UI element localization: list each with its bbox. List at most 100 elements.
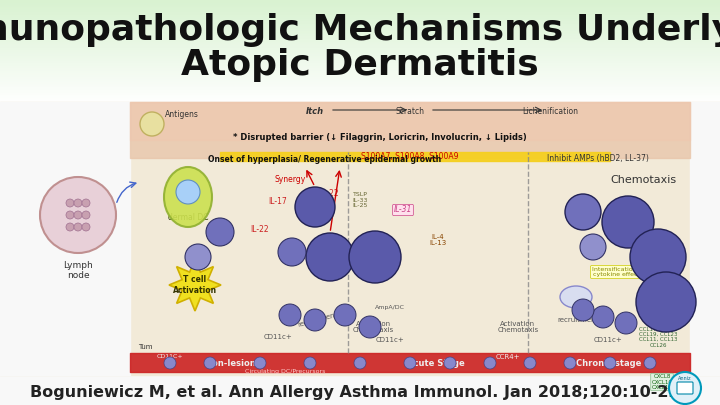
Text: LC: LC <box>147 119 157 128</box>
Text: Th1: Th1 <box>284 247 300 256</box>
Circle shape <box>66 199 74 207</box>
Text: IL-17: IL-17 <box>269 198 287 207</box>
Text: TSLP
IL-33
IL-25: TSLP IL-33 IL-25 <box>352 192 368 208</box>
Circle shape <box>66 211 74 219</box>
Ellipse shape <box>560 286 592 308</box>
Circle shape <box>592 306 614 328</box>
Circle shape <box>185 244 211 270</box>
Text: AmpA/DC: AmpA/DC <box>375 305 405 309</box>
Text: Chronic stage: Chronic stage <box>576 358 642 367</box>
Text: Acute Stage: Acute Stage <box>407 358 465 367</box>
Circle shape <box>359 316 381 338</box>
Text: Th22: Th22 <box>642 252 674 262</box>
Text: Synergy: Synergy <box>274 175 305 185</box>
Text: Th1: Th1 <box>598 315 608 320</box>
Text: Tum: Tum <box>138 344 152 350</box>
Circle shape <box>604 357 616 369</box>
Text: CCL17, CCL18
CCL19, CCL23
CCL11, CCL13
CCL26: CCL17, CCL18 CCL19, CCL23 CCL11, CCL13 C… <box>639 326 678 347</box>
Circle shape <box>444 357 456 369</box>
Text: Non-lesional: Non-lesional <box>205 358 265 367</box>
Polygon shape <box>169 259 221 311</box>
Text: Onset of hyperplasia/ Regenerative epidermal growth: Onset of hyperplasia/ Regenerative epide… <box>208 154 441 164</box>
Text: CD11c+: CD11c+ <box>376 337 405 343</box>
Circle shape <box>602 196 654 248</box>
Circle shape <box>334 304 356 326</box>
Text: CD11c+: CD11c+ <box>593 337 622 343</box>
Text: Immunopathologic Mechanisms Underlying: Immunopathologic Mechanisms Underlying <box>0 13 720 47</box>
Text: Itch: Itch <box>306 107 324 116</box>
Circle shape <box>74 199 82 207</box>
Circle shape <box>279 304 301 326</box>
Circle shape <box>206 218 234 246</box>
Circle shape <box>82 223 90 231</box>
Circle shape <box>564 357 576 369</box>
Circle shape <box>615 312 637 334</box>
Text: Th17: Th17 <box>570 207 597 217</box>
Circle shape <box>254 357 266 369</box>
Circle shape <box>74 223 82 231</box>
Text: Th22: Th22 <box>315 252 346 262</box>
Circle shape <box>164 357 176 369</box>
Text: IL-22: IL-22 <box>320 190 339 198</box>
Circle shape <box>354 357 366 369</box>
Circle shape <box>295 187 335 227</box>
Text: Lymph
node: Lymph node <box>63 261 93 280</box>
Circle shape <box>636 272 696 332</box>
Text: Th17: Th17 <box>302 202 328 212</box>
Text: T cell
Activation: T cell Activation <box>173 275 217 295</box>
Text: Activation
Chemotaxis: Activation Chemotaxis <box>498 321 539 333</box>
Text: Anniz: Anniz <box>678 375 692 381</box>
Circle shape <box>204 357 216 369</box>
Circle shape <box>306 233 354 281</box>
Circle shape <box>82 199 90 207</box>
Text: IL-22: IL-22 <box>251 226 269 234</box>
Circle shape <box>304 357 316 369</box>
Text: Th1: Th1 <box>585 244 600 250</box>
Circle shape <box>278 238 306 266</box>
Circle shape <box>630 229 686 285</box>
Text: Atopic Dermatitis: Atopic Dermatitis <box>181 48 539 82</box>
Text: Activation
Chemotaxis: Activation Chemotaxis <box>352 321 394 333</box>
Text: Th2: Th2 <box>212 228 228 237</box>
Text: * Disrupted barrier (↓ Filaggrin, Loricrin, Involucrin, ↓ Lipids): * Disrupted barrier (↓ Filaggrin, Loricr… <box>233 132 527 141</box>
Text: CXCL8
CXCL10
CXCL11: CXCL8 CXCL10 CXCL11 <box>652 374 672 390</box>
Text: Circulating DC/Precursors: Circulating DC/Precursors <box>245 369 325 373</box>
Circle shape <box>304 309 326 331</box>
Circle shape <box>82 211 90 219</box>
Circle shape <box>74 211 82 219</box>
Text: Intensification of
cytokine effects: Intensification of cytokine effects <box>592 267 644 277</box>
Text: Boguniewicz M, et al. Ann Allergy Asthma Immunol. Jan 2018;120:10-22: Boguniewicz M, et al. Ann Allergy Asthma… <box>30 384 680 399</box>
Text: CD11C+: CD11C+ <box>157 354 184 360</box>
Text: Th1: Th1 <box>615 215 641 228</box>
Circle shape <box>524 357 536 369</box>
Text: CCR4+: CCR4+ <box>496 354 521 360</box>
Circle shape <box>669 372 701 404</box>
Text: Th22: Th22 <box>338 313 353 318</box>
Circle shape <box>644 357 656 369</box>
Circle shape <box>572 299 594 321</box>
Text: IL-4
IL-13: IL-4 IL-13 <box>429 234 446 246</box>
Text: Antigens: Antigens <box>165 110 199 119</box>
Text: Th22: Th22 <box>189 254 207 260</box>
Text: Th17: Th17 <box>575 307 590 313</box>
Circle shape <box>176 180 200 204</box>
Text: Th2: Th2 <box>362 251 388 264</box>
Text: Th2: Th2 <box>653 296 679 309</box>
Circle shape <box>349 231 401 283</box>
Text: Chemotaxis: Chemotaxis <box>610 175 676 185</box>
Circle shape <box>484 357 496 369</box>
Circle shape <box>580 234 606 260</box>
Text: Th17: Th17 <box>282 313 297 318</box>
Text: Lichenification: Lichenification <box>522 107 578 116</box>
Text: CD11c+: CD11c+ <box>264 334 292 340</box>
Text: Scratch: Scratch <box>395 107 425 116</box>
Text: Th1: Th1 <box>364 324 376 330</box>
Circle shape <box>404 357 416 369</box>
Circle shape <box>40 177 116 253</box>
Text: Atopic DC: Atopic DC <box>560 294 592 300</box>
Text: Th2: Th2 <box>310 318 320 322</box>
Circle shape <box>565 194 601 230</box>
Text: dermal DC: dermal DC <box>168 213 208 222</box>
Circle shape <box>66 223 74 231</box>
Circle shape <box>140 112 164 136</box>
